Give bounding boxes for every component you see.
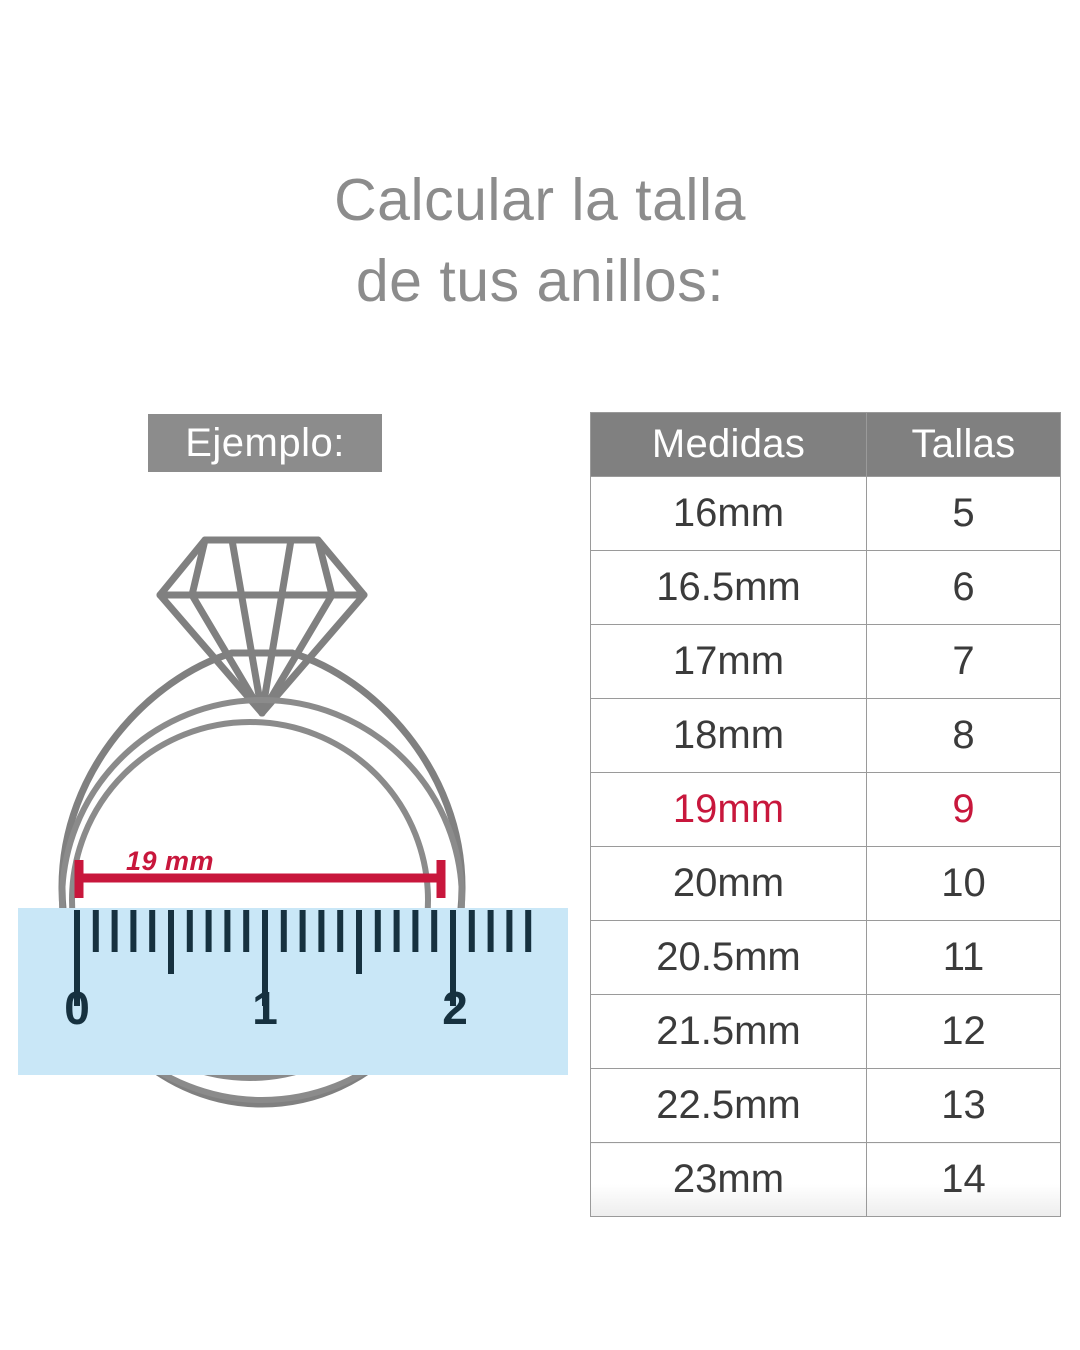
cell-medida: 16mm (590, 476, 867, 551)
cell-talla: 5 (866, 476, 1061, 551)
cell-talla: 6 (866, 550, 1061, 625)
cell-talla: 13 (866, 1068, 1061, 1143)
page-title-line-1: Calcular la talla (334, 167, 746, 233)
dimension-line (74, 860, 446, 898)
ring-outer-circle (59, 697, 465, 1103)
diamond-icon (156, 536, 368, 717)
table-row: 18mm 8 (590, 698, 1061, 773)
cell-medida: 20.5mm (590, 920, 867, 995)
cell-medida: 18mm (590, 698, 867, 773)
cell-medida: 17mm (590, 624, 867, 699)
column-header-tallas: Tallas (866, 412, 1061, 477)
page-title: Calcular la talla de tus anillos: (0, 160, 1080, 323)
table-body: 16mm 5 16.5mm 6 17mm 7 18mm 8 19mm 9 20mm 10 20.5mm 1… (590, 476, 1061, 1217)
table-row: 21.5mm 12 (590, 994, 1061, 1069)
ruler-number-2: 2 (442, 982, 468, 1034)
cell-medida: 20mm (590, 846, 867, 921)
table-row: 16mm 5 (590, 476, 1061, 551)
cell-talla: 10 (866, 846, 1061, 921)
ring-illustration (0, 500, 580, 1160)
cell-talla: 8 (866, 698, 1061, 773)
cell-medida: 23mm (590, 1142, 867, 1217)
table-row: 22.5mm 13 (590, 1068, 1061, 1143)
cell-talla: 11 (866, 920, 1061, 995)
column-header-medidas: Medidas (590, 412, 867, 477)
ruler-number-0: 0 (64, 982, 90, 1034)
table-row: 17mm 7 (590, 624, 1061, 699)
table-row: 23mm 14 (590, 1142, 1061, 1217)
cell-medida: 19mm (590, 772, 867, 847)
dimension-label: 19 mm (0, 846, 580, 877)
cell-talla: 14 (866, 1142, 1061, 1217)
cell-medida: 22.5mm (590, 1068, 867, 1143)
table-row: 20mm 10 (590, 846, 1061, 921)
page-title-line-2: de tus anillos: (355, 248, 725, 315)
ring-size-table: Medidas Tallas 16mm 5 16.5mm 6 17mm 7 18mm 8 19m… (590, 412, 1061, 1217)
dimension-value: 19 mm (125, 846, 215, 876)
ring-inner-circle (69, 719, 431, 1081)
ruler-band (18, 908, 568, 1075)
cell-medida: 21.5mm (590, 994, 867, 1069)
ruler-number-1: 1 (252, 982, 278, 1034)
ruler-numbers: 0 1 2 (0, 985, 580, 1045)
cell-talla: 12 (866, 994, 1061, 1069)
example-label: Ejemplo: (148, 414, 382, 472)
table-header-row: Medidas Tallas (590, 412, 1061, 477)
cell-medida: 16.5mm (590, 550, 867, 625)
table-row: 19mm 9 (590, 772, 1061, 847)
ruler-ticks (74, 910, 532, 1006)
cell-talla: 9 (866, 772, 1061, 847)
table-row: 20.5mm 11 (590, 920, 1061, 995)
cell-talla: 7 (866, 624, 1061, 699)
table-row: 16.5mm 6 (590, 550, 1061, 625)
ring-band-outline (58, 649, 466, 1108)
